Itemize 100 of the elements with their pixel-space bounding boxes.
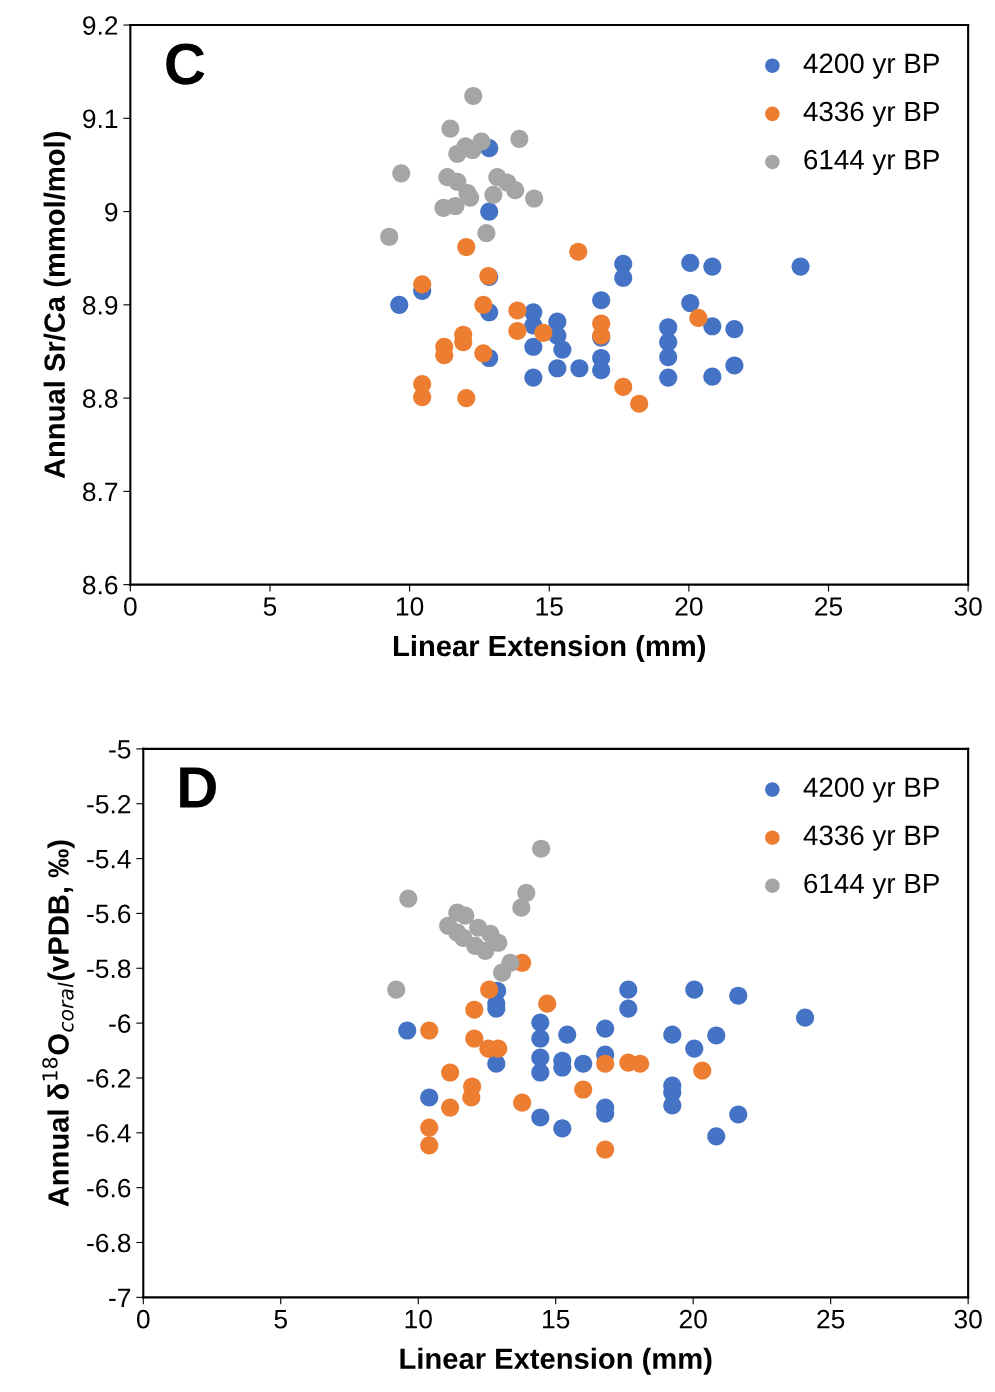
point xyxy=(474,344,493,363)
point xyxy=(480,980,499,999)
point xyxy=(659,368,678,387)
point xyxy=(548,359,567,378)
point xyxy=(390,295,409,314)
point xyxy=(707,1127,726,1146)
point xyxy=(474,295,493,314)
point xyxy=(729,986,748,1005)
legend-label: 4200 yr BP xyxy=(803,53,939,79)
point xyxy=(446,196,465,216)
x-tick-label: 0 xyxy=(124,597,137,616)
point xyxy=(448,172,467,191)
point xyxy=(614,377,633,396)
x-tick-label: 30 xyxy=(954,1309,982,1329)
point xyxy=(663,1025,682,1044)
legend-label: 4200 yr BP xyxy=(803,777,939,803)
point xyxy=(525,189,544,208)
point xyxy=(524,368,543,387)
y-tick-label: 9.2 xyxy=(83,16,118,35)
point xyxy=(508,321,527,341)
point xyxy=(517,883,536,902)
point xyxy=(596,1054,615,1073)
x-tick-label: 0 xyxy=(136,1309,150,1329)
y-axis-title: Annual Sr/Ca (mmol/mol) xyxy=(43,132,71,479)
point xyxy=(534,323,553,342)
point xyxy=(619,999,638,1018)
y-tick-label: -7 xyxy=(109,1288,131,1307)
x-tick-label: 25 xyxy=(815,597,843,616)
point xyxy=(480,202,499,221)
point xyxy=(448,144,467,163)
point xyxy=(596,1019,615,1038)
point xyxy=(681,293,700,313)
legend-label: 4336 yr BP xyxy=(803,101,939,127)
y-tick-label: -5 xyxy=(109,740,131,759)
point xyxy=(512,898,531,917)
point xyxy=(456,906,475,925)
x-tick-label: 10 xyxy=(396,597,424,616)
point xyxy=(553,1119,572,1138)
x-axis-title: Linear Extension (mm) xyxy=(393,634,705,663)
point xyxy=(524,337,543,356)
y-tick-label: -6 xyxy=(109,1014,131,1033)
legend-label: 6144 yr BP xyxy=(804,149,939,175)
point xyxy=(477,223,496,243)
point xyxy=(413,388,432,407)
y-tick-label: -6.4 xyxy=(87,1123,131,1143)
y-tick-label: 8.7 xyxy=(83,482,118,502)
point xyxy=(398,1021,417,1040)
point xyxy=(441,119,460,138)
point xyxy=(531,1063,550,1082)
point xyxy=(380,227,399,246)
point xyxy=(659,318,678,337)
point xyxy=(659,348,678,367)
y-tick-label: -6.8 xyxy=(87,1233,131,1253)
point xyxy=(531,1108,550,1127)
point xyxy=(399,889,418,908)
point xyxy=(685,980,704,999)
point xyxy=(420,1118,439,1137)
point xyxy=(553,340,572,359)
point xyxy=(685,1039,704,1058)
y-tick-label: 8.9 xyxy=(83,295,118,315)
point xyxy=(703,367,722,386)
y-axis-title: Annual δ$^{18}$O$_{coral}$(vPDB, ‰) xyxy=(42,840,75,1207)
point xyxy=(464,86,483,105)
point xyxy=(791,257,810,276)
point xyxy=(729,1105,748,1124)
point xyxy=(457,389,476,408)
point xyxy=(630,394,649,413)
point xyxy=(531,1013,550,1032)
point xyxy=(574,1054,593,1073)
point xyxy=(619,980,638,999)
point xyxy=(420,1088,439,1107)
y-tick-label: 8.6 xyxy=(83,575,118,595)
point xyxy=(392,164,411,183)
point xyxy=(538,994,557,1013)
x-tick-label: 5 xyxy=(263,597,277,616)
y-tick-label: -6.2 xyxy=(87,1069,131,1088)
annotation: C xyxy=(166,43,205,85)
point xyxy=(441,1063,460,1082)
y-tick-label: -5.2 xyxy=(87,794,131,814)
point xyxy=(510,129,529,148)
point xyxy=(558,1025,577,1044)
point xyxy=(725,320,744,339)
x-tick-label: 15 xyxy=(536,597,563,616)
point xyxy=(465,1029,484,1048)
y-tick-label: -5.8 xyxy=(87,959,131,979)
y-tick-label: 9 xyxy=(105,202,118,222)
legend-label: 6144 yr BP xyxy=(804,873,939,899)
y-tick-label: -5.4 xyxy=(87,849,131,869)
y-tick-label: -6.6 xyxy=(87,1178,131,1198)
point xyxy=(570,359,589,378)
x-axis-title: Linear Extension (mm) xyxy=(400,1347,712,1375)
point xyxy=(725,356,744,375)
point xyxy=(420,1136,439,1155)
point xyxy=(596,1140,615,1159)
y-tick-label: 9.1 xyxy=(83,109,118,129)
point xyxy=(592,291,611,310)
point xyxy=(532,839,551,858)
x-tick-label: 20 xyxy=(679,1309,707,1329)
point xyxy=(531,1029,550,1048)
point xyxy=(476,941,495,960)
